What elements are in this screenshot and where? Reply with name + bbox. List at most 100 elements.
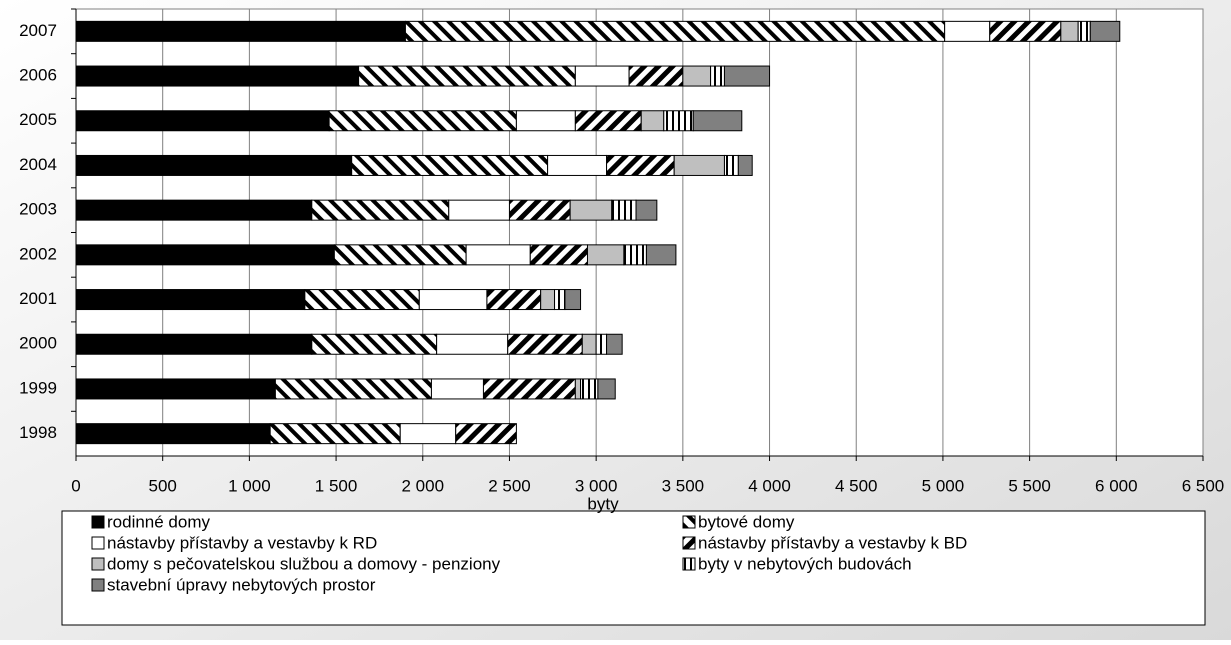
bar-segment (75, 65, 360, 87)
y-tick-label: 2002 (19, 244, 57, 263)
legend-swatch (682, 536, 696, 550)
x-tick-label: 4 500 (835, 476, 878, 495)
bar-segment (448, 199, 510, 221)
bar-segment (75, 244, 335, 266)
bar-segment (606, 333, 623, 355)
bar-segment (635, 199, 658, 221)
bar-segment (710, 65, 725, 87)
legend-label: stavební úpravy nebytových prostor (107, 575, 376, 594)
x-tick-label: 5 500 (1008, 476, 1051, 495)
bar-segment (547, 154, 608, 176)
bar-segment (574, 110, 642, 132)
legend-swatch (91, 536, 105, 550)
bar-segment (663, 110, 694, 132)
bar-segment (436, 333, 509, 355)
bar-segment (404, 20, 946, 42)
bar-segment (574, 378, 582, 400)
y-tick-label: 2001 (19, 289, 57, 308)
bar-segment (75, 110, 330, 132)
bar-segment (455, 423, 517, 445)
bar-segment (540, 289, 556, 311)
bar-segment (640, 110, 665, 132)
bar-segment (673, 154, 725, 176)
bar-segment (944, 20, 991, 42)
bar-segment (351, 154, 549, 176)
legend-swatch (91, 578, 105, 592)
bar-segment (508, 199, 571, 221)
bar-segment (75, 423, 271, 445)
x-tick-label: 3 500 (662, 476, 705, 495)
bar-segment (75, 20, 406, 42)
bar-segment (418, 289, 488, 311)
legend-box (61, 510, 1206, 626)
legend-label: byty v nebytových budovách (698, 554, 912, 573)
bar-segment (486, 289, 542, 311)
bar-segment (529, 244, 588, 266)
bar-segment (311, 333, 438, 355)
bar-segment (311, 199, 450, 221)
bar-segment (507, 333, 583, 355)
bar-segment (482, 378, 576, 400)
bar-segment (586, 244, 625, 266)
bar-segment (564, 289, 582, 311)
x-tick-label: 6 000 (1095, 476, 1138, 495)
bar-segment (328, 110, 517, 132)
legend-label: bytové domy (698, 512, 795, 531)
y-tick-label: 2000 (19, 334, 57, 353)
bar-segment (611, 199, 637, 221)
bar-segment (75, 333, 313, 355)
bar-segment (682, 65, 712, 87)
legend-label: nástavby přístavby a vestavby k BD (698, 533, 967, 552)
x-tick-label: 4 000 (748, 476, 791, 495)
legend-label: domy s pečovatelskou službou a domovy - … (107, 554, 501, 573)
bar-segment (1077, 20, 1091, 42)
bar-segment (628, 65, 684, 87)
bar-segment (692, 110, 743, 132)
bar-segment (304, 289, 420, 311)
bar-segment (606, 154, 675, 176)
bar-segment (595, 333, 608, 355)
bar-segment (399, 423, 457, 445)
y-tick-label: 2003 (19, 200, 57, 219)
bar-segment (75, 154, 353, 176)
bar-segment (623, 244, 647, 266)
y-tick-label: 1999 (19, 378, 57, 397)
bar-segment (580, 378, 599, 400)
bar-segment (1060, 20, 1079, 42)
y-tick-label: 1998 (19, 423, 57, 442)
bar-segment (645, 244, 677, 266)
x-tick-label: 5 000 (922, 476, 965, 495)
legend-swatch (682, 515, 696, 529)
bar-segment (737, 154, 753, 176)
x-tick-label: 500 (149, 476, 177, 495)
bar-segment (574, 65, 630, 87)
bar-segment (465, 244, 531, 266)
bar-segment (569, 199, 613, 221)
bar-segment (333, 244, 467, 266)
bar-segment (75, 289, 306, 311)
legend-swatch (682, 557, 696, 571)
bar-segment (75, 378, 276, 400)
bar-segment (274, 378, 432, 400)
bar-segment (581, 333, 597, 355)
x-tick-label: 2 500 (488, 476, 531, 495)
legend-label: rodinné domy (107, 512, 211, 531)
y-tick-label: 2007 (19, 21, 57, 40)
bar-segment (554, 289, 566, 311)
legend-label: nástavby přístavby a vestavby k RD (107, 533, 377, 552)
x-tick-label: 3 000 (575, 476, 618, 495)
bar-segment (430, 378, 484, 400)
legend-swatch (91, 557, 105, 571)
bar-segment (515, 110, 576, 132)
x-tick-label: 6 500 (1182, 476, 1225, 495)
x-tick-label: 1 500 (315, 476, 358, 495)
x-tick-label: 1 000 (228, 476, 271, 495)
bar-segment (989, 20, 1062, 42)
bar-segment (723, 65, 771, 87)
y-tick-label: 2004 (19, 155, 57, 174)
bar-segment (75, 199, 313, 221)
bar-segment (597, 378, 616, 400)
bar-segment (358, 65, 576, 87)
bar-segment (1089, 20, 1121, 42)
